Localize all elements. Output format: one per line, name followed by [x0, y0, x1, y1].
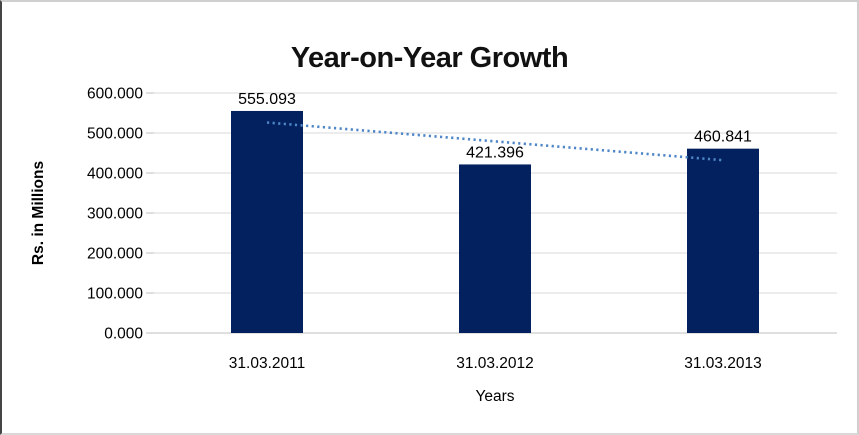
- bar: [231, 110, 303, 333]
- bar: [687, 148, 759, 333]
- bar-value-label: 460.841: [694, 129, 752, 146]
- bar-value-label: 555.093: [238, 91, 296, 108]
- y-tick-label: 600.000: [87, 86, 143, 103]
- chart-title: Year-on-Year Growth: [290, 42, 569, 75]
- x-axis-title: Years: [475, 388, 515, 405]
- x-category-label: 31.03.2011: [229, 355, 305, 372]
- x-category-label: 31.03.2013: [684, 355, 762, 372]
- bar: [459, 164, 531, 333]
- y-tick-label: 500.000: [87, 126, 143, 143]
- y-tick-label: 300.000: [87, 206, 143, 223]
- y-tick-label: 200.000: [87, 246, 143, 263]
- x-category-label: 31.03.2012: [456, 355, 534, 372]
- bar-value-label: 421.396: [466, 144, 524, 161]
- trendline: [266, 121, 724, 162]
- y-tick-label: 400.000: [87, 166, 143, 183]
- y-tick-label: 0.000: [104, 326, 143, 343]
- y-tick-label: 100.000: [87, 286, 143, 303]
